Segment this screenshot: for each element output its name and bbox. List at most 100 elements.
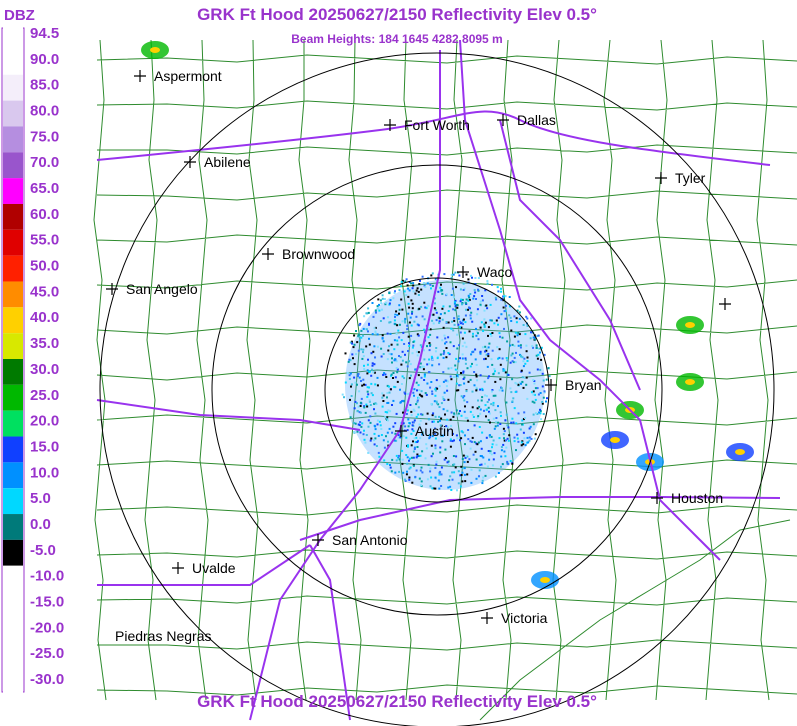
city-marker xyxy=(457,266,469,278)
echo-pixel xyxy=(491,389,494,391)
echo-pixel xyxy=(431,390,434,393)
echo-pixel xyxy=(429,345,431,347)
echo-pixel xyxy=(466,419,469,422)
echo-pixel xyxy=(458,344,460,347)
echo-pixel xyxy=(535,344,538,347)
echo-pixel xyxy=(358,324,361,327)
echo-pixel xyxy=(434,309,437,311)
echo-core xyxy=(540,577,550,583)
echo-pixel xyxy=(434,350,437,353)
echo-pixel xyxy=(404,478,407,481)
city-marker xyxy=(172,562,184,574)
echo-pixel xyxy=(463,331,466,334)
echo-pixel xyxy=(401,320,404,323)
echo-pixel xyxy=(504,309,507,312)
echo-pixel xyxy=(378,420,381,423)
echo-pixel xyxy=(486,280,489,283)
echo-pixel xyxy=(515,351,517,354)
echo-pixel xyxy=(481,396,484,399)
echo-pixel xyxy=(470,468,473,471)
echo-pixel xyxy=(419,419,422,422)
echo-pixel xyxy=(491,332,494,334)
echo-pixel xyxy=(453,317,456,320)
echo-pixel xyxy=(395,459,398,462)
echo-pixel xyxy=(395,310,398,313)
echo-pixel xyxy=(438,321,441,324)
echo-pixel xyxy=(538,411,541,414)
echo-pixel xyxy=(459,322,462,325)
highways xyxy=(96,39,781,721)
echo-pixel xyxy=(449,375,452,378)
echo-pixel xyxy=(479,300,482,303)
echo-pixel xyxy=(386,396,388,399)
echo-pixel xyxy=(386,332,389,335)
echo-pixel xyxy=(409,316,412,319)
echo-pixel xyxy=(381,396,384,399)
city-label: San Angelo xyxy=(126,281,198,297)
echo-pixel xyxy=(424,285,427,288)
echo-pixel xyxy=(437,290,440,293)
echo-pixel xyxy=(426,345,428,348)
echo-pixel xyxy=(397,436,400,439)
echo-pixel xyxy=(387,440,389,443)
echo-pixel xyxy=(348,377,351,380)
echo-pixel xyxy=(480,447,483,450)
echo-pixel xyxy=(496,424,499,427)
echo-pixel xyxy=(471,436,474,439)
echo-pixel xyxy=(366,363,369,366)
echo-pixel xyxy=(530,317,533,320)
echo-pixel xyxy=(526,360,529,362)
echo-pixel xyxy=(481,482,484,485)
echo-pixel xyxy=(353,422,356,424)
legend-label: 35.0 xyxy=(30,335,59,352)
echo-pixel xyxy=(460,474,463,476)
echo-pixel xyxy=(518,305,521,308)
echo-pixel xyxy=(540,346,543,349)
echo-pixel xyxy=(461,345,464,348)
legend-label: 85.0 xyxy=(30,77,59,94)
echo-pixel xyxy=(434,444,437,447)
echo-pixel xyxy=(459,439,461,442)
echo-pixel xyxy=(350,340,353,343)
echo-pixel xyxy=(419,344,422,347)
echo-pixel xyxy=(365,403,368,406)
echo-pixel xyxy=(506,424,509,427)
echo-pixel xyxy=(405,454,408,456)
echo-pixel xyxy=(457,315,460,318)
echo-pixel xyxy=(450,327,453,330)
echo-pixel xyxy=(434,389,437,392)
echo-pixel xyxy=(475,363,478,366)
echo-pixel xyxy=(469,447,472,450)
echo-pixel xyxy=(404,392,407,395)
echo-pixel xyxy=(458,274,461,277)
echo-pixel xyxy=(522,431,525,434)
echo-pixel xyxy=(520,441,523,444)
echo-pixel xyxy=(359,401,362,404)
echo-pixel xyxy=(358,411,361,414)
echo-pixel xyxy=(536,334,539,337)
echo-pixel xyxy=(395,367,398,370)
echo-pixel xyxy=(443,458,446,461)
echo-pixel xyxy=(457,376,459,379)
echo-pixel xyxy=(537,393,540,396)
echo-pixel xyxy=(386,384,389,387)
echo-pixel xyxy=(476,443,479,446)
echo-pixel xyxy=(483,409,485,412)
echo-pixel xyxy=(363,405,366,408)
echo-pixel xyxy=(435,463,438,466)
city-marker xyxy=(384,119,396,131)
echo-pixel xyxy=(454,364,457,367)
echo-pixel xyxy=(434,388,437,391)
echo-pixel xyxy=(363,368,366,370)
echo-pixel xyxy=(487,419,490,422)
echo-pixel xyxy=(484,321,487,324)
echo-pixel xyxy=(518,317,521,320)
echo-pixel xyxy=(442,326,445,329)
echo-pixel xyxy=(451,471,454,474)
echo-pixel xyxy=(543,390,546,393)
echo-pixel xyxy=(508,296,511,298)
echo-pixel xyxy=(367,311,370,314)
legend: DBZ 94.5 90.0 85.0 80.0 75.0 70.0 65.0 60.0 55.0… xyxy=(1,7,64,695)
echo-pixel xyxy=(424,306,427,309)
